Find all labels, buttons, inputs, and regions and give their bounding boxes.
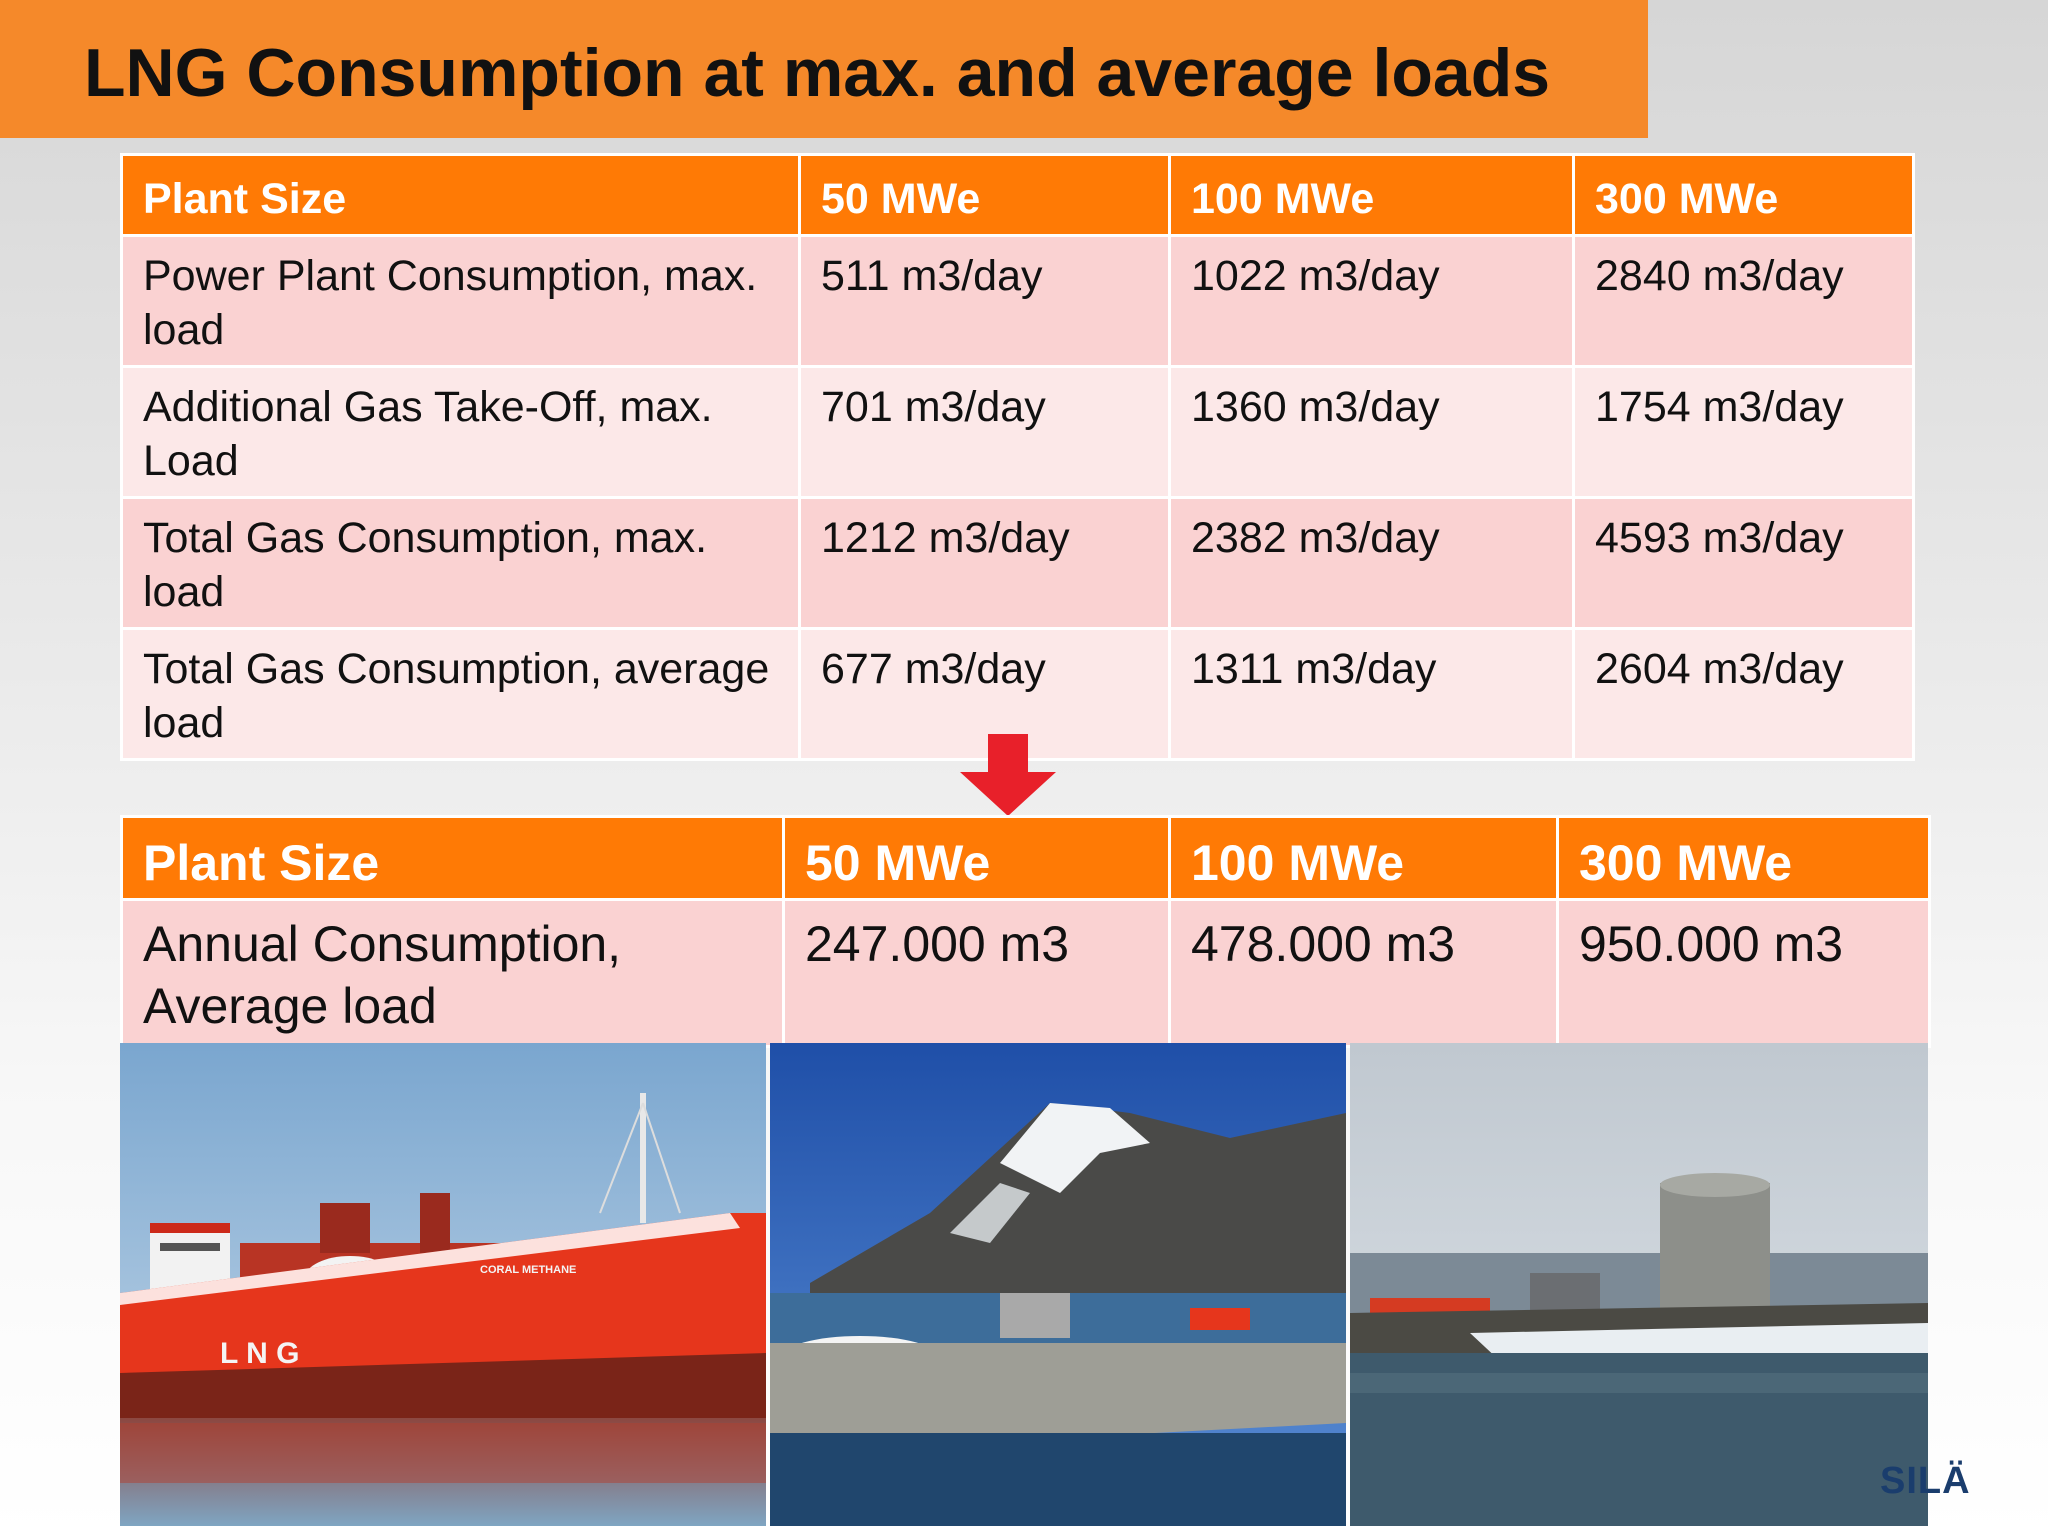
company-logo: SILÄ: [1880, 1460, 1971, 1502]
header-cell: 50 MWe: [782, 815, 1171, 901]
header-cell: 300 MWe: [1572, 153, 1915, 237]
table-cell: 247.000 m3: [782, 898, 1171, 1048]
down-arrow-icon: [960, 734, 1056, 816]
table-header-row: Plant Size 50 MWe 100 MWe 300 MWe: [120, 815, 1931, 901]
table-cell: 950.000 m3: [1556, 898, 1931, 1048]
row-label: Additional Gas Take-Off, max. Load: [120, 365, 801, 499]
fjord-terminal-photo: [770, 1043, 1346, 1526]
row-label: Total Gas Consumption, average load: [120, 627, 801, 761]
header-cell: Plant Size: [120, 815, 785, 901]
annual-consumption-table: Plant Size 50 MWe 100 MWe 300 MWe Annual…: [120, 815, 1931, 1048]
table-row: Power Plant Consumption, max. load 511 m…: [120, 234, 1915, 368]
ship-hull-text: L N G: [220, 1337, 299, 1370]
table-cell: 2840 m3/day: [1572, 234, 1915, 368]
table-cell: 1311 m3/day: [1168, 627, 1575, 761]
header-cell: Plant Size: [120, 153, 801, 237]
header-cell: 100 MWe: [1168, 153, 1575, 237]
title-bar: LNG Consumption at max. and average load…: [0, 0, 1648, 138]
row-label: Power Plant Consumption, max. load: [120, 234, 801, 368]
header-cell: 300 MWe: [1556, 815, 1931, 901]
table-cell: 511 m3/day: [798, 234, 1171, 368]
table-cell: 1754 m3/day: [1572, 365, 1915, 499]
table-row: Annual Consumption, Average load 247.000…: [120, 898, 1931, 1048]
table-cell: 478.000 m3: [1168, 898, 1559, 1048]
table-cell: 677 m3/day: [798, 627, 1171, 761]
table-header-row: Plant Size 50 MWe 100 MWe 300 MWe: [120, 153, 1915, 237]
table-cell: 4593 m3/day: [1572, 496, 1915, 630]
table-cell: 1022 m3/day: [1168, 234, 1575, 368]
lng-plant-photo: [1350, 1043, 1928, 1526]
table-cell: 2604 m3/day: [1572, 627, 1915, 761]
table-row: Total Gas Consumption, max. load 1212 m3…: [120, 496, 1915, 630]
daily-consumption-table: Plant Size 50 MWe 100 MWe 300 MWe Power …: [120, 153, 1915, 761]
table-cell: 701 m3/day: [798, 365, 1171, 499]
lng-ship-photo: L N G CORAL METHANE: [120, 1043, 766, 1526]
ship-name-text: CORAL METHANE: [480, 1264, 576, 1276]
header-cell: 50 MWe: [798, 153, 1171, 237]
header-cell: 100 MWe: [1168, 815, 1559, 901]
table-row: Additional Gas Take-Off, max. Load 701 m…: [120, 365, 1915, 499]
table-cell: 1360 m3/day: [1168, 365, 1575, 499]
row-label: Total Gas Consumption, max. load: [120, 496, 801, 630]
table-cell: 1212 m3/day: [798, 496, 1171, 630]
row-label: Annual Consumption, Average load: [120, 898, 785, 1048]
table-row: Total Gas Consumption, average load 677 …: [120, 627, 1915, 761]
page-title: LNG Consumption at max. and average load…: [84, 35, 1551, 111]
table-cell: 2382 m3/day: [1168, 496, 1575, 630]
